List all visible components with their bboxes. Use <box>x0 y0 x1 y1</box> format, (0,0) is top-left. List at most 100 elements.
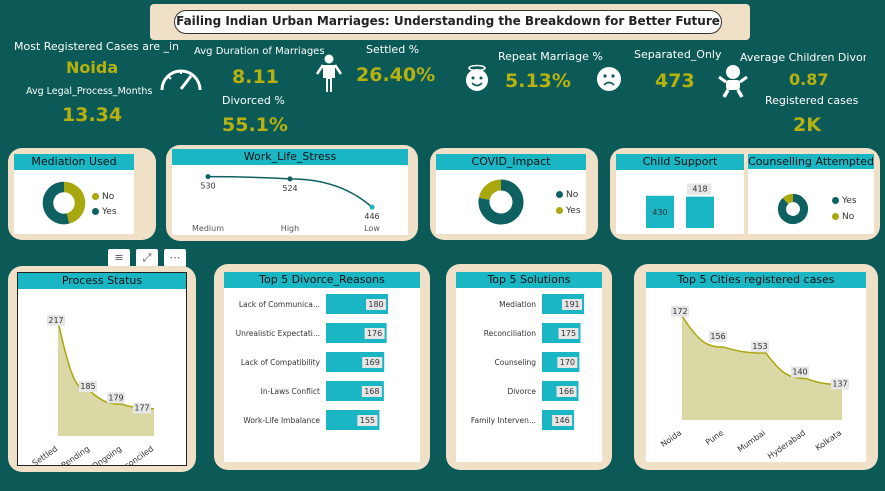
smiling-face-icon <box>466 64 488 91</box>
cities-card: Top 5 Cities registered cases 172 Noida 15… <box>634 264 878 470</box>
avg-children-label: Average Children Divorc... <box>740 51 866 64</box>
data-label-bg <box>361 386 382 397</box>
data-label: 146 <box>554 416 569 425</box>
y-tick-label: Mediation <box>499 300 536 309</box>
avg-legal-label: Avg Legal_Process_Months <box>26 86 153 97</box>
data-label-bg <box>107 392 125 404</box>
data-label: 180 <box>368 300 383 309</box>
area-fill <box>58 320 154 436</box>
data-label: 170 <box>560 358 575 367</box>
donut-slice <box>478 179 502 201</box>
baby-icon <box>718 65 748 98</box>
counselling-title: Counselling Attempted <box>748 154 874 169</box>
x-tick-label: Ongoing <box>90 444 123 466</box>
repeat-label: Repeat Marriage % <box>498 50 603 63</box>
filter-icon[interactable]: ≡ <box>108 249 130 267</box>
legend-yes: Yes <box>832 196 857 206</box>
donut-slice <box>777 193 809 225</box>
legend-swatch <box>556 191 563 198</box>
more-options-icon[interactable]: ⋯ <box>164 249 186 267</box>
person-standing-icon <box>315 54 343 92</box>
counselling-donut <box>777 193 809 225</box>
solutions-title: Top 5 Solutions <box>456 272 602 288</box>
mediation-donut <box>42 181 86 225</box>
y-tick-label: In-Laws Conflict <box>261 387 320 396</box>
covid-title: COVID_Impact <box>436 154 586 170</box>
data-label-bg <box>556 386 577 397</box>
settled-value: 26.40% <box>356 64 436 86</box>
settled-label: Settled % <box>366 43 420 56</box>
legend-no: No <box>832 212 854 222</box>
data-label-bg <box>557 357 578 368</box>
registered-label: Registered cases <box>765 94 859 107</box>
data-label: 418 <box>692 185 707 194</box>
legend-label: Yes <box>566 206 581 216</box>
covid-donut <box>478 179 524 225</box>
data-label-bg <box>831 378 849 390</box>
data-label: 166 <box>559 387 574 396</box>
data-label-bg <box>366 299 386 310</box>
legend-swatch <box>92 193 99 200</box>
bar <box>646 195 674 228</box>
data-label: 217 <box>48 316 63 325</box>
series-line <box>681 315 843 386</box>
data-label: 137 <box>832 379 847 388</box>
legend-no: No <box>92 192 114 202</box>
x-tick-label: Pune <box>704 428 725 447</box>
data-label-bg <box>47 314 65 326</box>
separated-label: Separated_Only <box>634 48 722 61</box>
data-label: 179 <box>108 393 123 402</box>
data-label: 446 <box>364 212 379 221</box>
data-label: 191 <box>564 300 579 309</box>
data-label: 172 <box>672 307 687 316</box>
avg-duration-label: Avg Duration of Marriages <box>194 46 325 57</box>
child-support-title: Child Support <box>616 154 744 170</box>
data-point <box>369 204 375 210</box>
data-label: 176 <box>367 329 382 338</box>
donut-slice <box>782 193 794 205</box>
data-label: 169 <box>365 358 380 367</box>
data-label: 155 <box>360 416 375 425</box>
work-life-chart: 530 Medium 524 High 446 Low <box>192 174 380 233</box>
area-fill <box>682 315 842 420</box>
cities-title: Top 5 Cities registered cases <box>646 272 866 288</box>
legend-yes: Yes <box>556 206 581 216</box>
legend-label: Yes <box>842 196 857 206</box>
legend-swatch <box>556 207 563 214</box>
data-label-bg <box>79 381 97 393</box>
legend-swatch <box>832 197 839 204</box>
data-label: 185 <box>80 382 95 391</box>
legend-no: No <box>556 190 578 200</box>
legend-swatch <box>832 213 839 220</box>
x-tick-label: Pending <box>60 444 91 466</box>
process-card: Process Status 217 Settled 185 Pending 179 On… <box>8 266 196 472</box>
covid-card: COVID_Impact No Yes <box>430 148 598 240</box>
x-tick-label: Mumbai <box>736 428 767 454</box>
data-label-bg <box>751 341 769 353</box>
legend-yes: Yes <box>92 207 117 217</box>
data-label: 177 <box>134 404 149 413</box>
data-label-bg <box>791 366 809 378</box>
reasons-title: Top 5 Divorce_Reasons <box>224 272 420 288</box>
process-title: Process Status <box>18 273 186 289</box>
donut-slice <box>63 181 86 224</box>
data-label: 524 <box>282 184 297 193</box>
cities-chart: 172 Noida 156 Pune 153 Mumbai 140 Hyderabad 137 K… <box>659 305 849 461</box>
reasons-card: Top 5 Divorce_Reasons Lack of Communica.… <box>214 264 430 470</box>
x-tick-label: Hyderabad <box>766 428 807 461</box>
data-label: 530 <box>200 182 215 191</box>
mediation-card: Mediation Used No Yes <box>8 148 156 240</box>
x-tick-label: Settled <box>31 444 60 466</box>
focus-mode-icon[interactable]: ⤢ <box>136 249 158 267</box>
divorced-value: 55.1% <box>222 114 288 136</box>
x-tick-label: Low <box>364 224 380 233</box>
data-label: 430 <box>652 208 667 217</box>
child-support-chart: 430 418 <box>646 183 714 228</box>
speedometer-icon <box>160 69 202 91</box>
y-tick-label: Lack of Compatibility <box>241 358 321 367</box>
data-point <box>205 174 211 180</box>
data-label-bg <box>133 402 151 414</box>
data-label-bg <box>671 305 689 317</box>
donut-slice <box>42 181 70 225</box>
data-label: 153 <box>752 342 767 351</box>
